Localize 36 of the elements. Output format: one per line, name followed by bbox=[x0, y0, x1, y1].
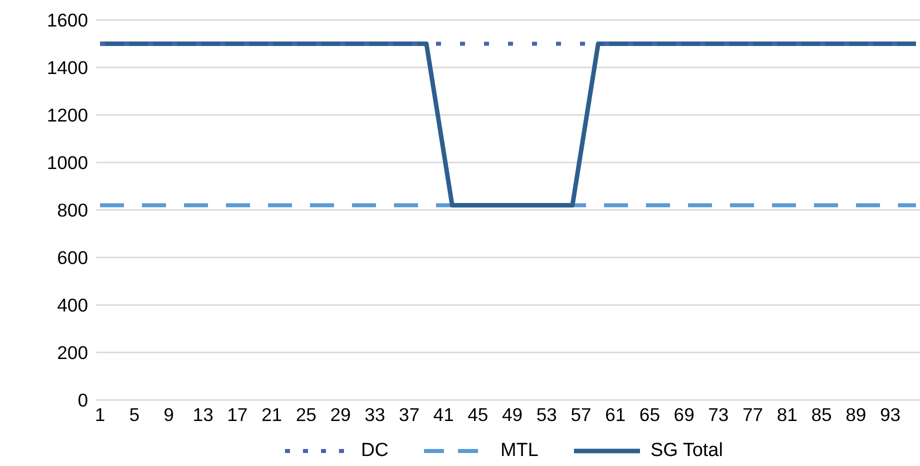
x-tick-label: 81 bbox=[776, 404, 798, 426]
x-tick-label: 21 bbox=[262, 404, 282, 426]
x-tick-label: 65 bbox=[639, 404, 660, 426]
x-tick-label: 77 bbox=[742, 404, 764, 426]
x-tick-label: 85 bbox=[811, 404, 832, 426]
legend-label: DC bbox=[361, 440, 388, 462]
y-tick-label: 1200 bbox=[46, 104, 88, 126]
x-tick-label: 53 bbox=[536, 404, 557, 426]
x-tick-label: 73 bbox=[708, 404, 729, 426]
y-tick-label: 1000 bbox=[46, 152, 88, 174]
x-tick-label: 33 bbox=[364, 404, 386, 426]
x-tick-label: 13 bbox=[192, 404, 214, 426]
y-tick-label: 1600 bbox=[46, 10, 88, 31]
x-tick-label: 45 bbox=[468, 404, 488, 426]
x-tick-label: 93 bbox=[880, 404, 901, 426]
x-tick-label: 41 bbox=[433, 404, 454, 426]
legend-label: MTL bbox=[500, 440, 538, 462]
y-tick-label: 0 bbox=[78, 390, 88, 411]
legend-label: SG Total bbox=[650, 440, 723, 462]
y-tick-label: 600 bbox=[57, 247, 88, 268]
x-tick-label: 37 bbox=[398, 404, 420, 426]
y-tick-label: 400 bbox=[57, 294, 88, 316]
x-tick-label: 61 bbox=[605, 404, 626, 426]
y-tick-label: 1400 bbox=[46, 57, 88, 78]
x-tick-label: 1 bbox=[94, 404, 106, 426]
x-tick-label: 69 bbox=[674, 404, 694, 426]
x-tick-label: 29 bbox=[330, 404, 351, 426]
y-tick-label: 800 bbox=[57, 200, 88, 221]
x-tick-label: 49 bbox=[502, 404, 523, 426]
x-tick-label: 17 bbox=[227, 404, 248, 426]
x-tick-label: 5 bbox=[129, 404, 140, 426]
x-tick-label: 9 bbox=[164, 404, 174, 426]
y-tick-label: 200 bbox=[57, 342, 88, 364]
x-tick-label: 25 bbox=[296, 404, 316, 426]
x-tick-label: 57 bbox=[570, 404, 592, 426]
x-tick-label: 89 bbox=[846, 404, 866, 426]
